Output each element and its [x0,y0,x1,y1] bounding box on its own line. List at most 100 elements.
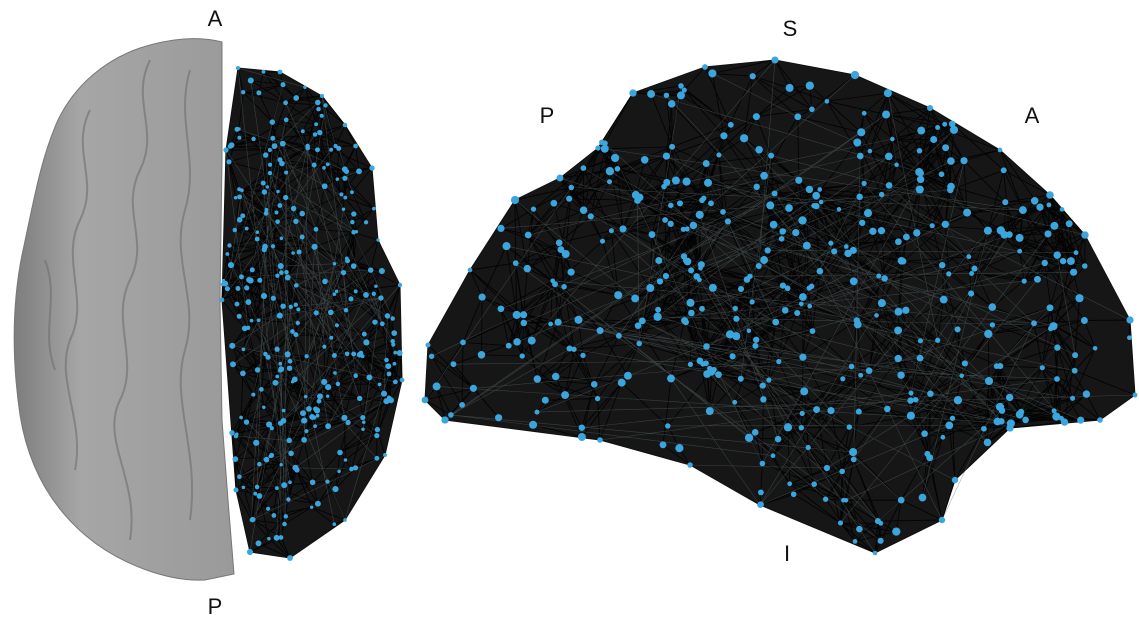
node [720,132,727,139]
node [1127,335,1132,340]
node [595,145,600,150]
node [688,362,693,367]
node [288,480,292,484]
node [618,379,626,387]
node [333,262,337,266]
node [280,303,285,308]
node [356,168,362,174]
network-left [220,66,405,561]
node [284,514,288,518]
node [257,462,262,467]
node [750,73,756,79]
node [322,345,326,349]
node [760,256,768,264]
node [681,317,688,324]
node [700,361,705,366]
node [270,426,274,430]
node [955,326,961,332]
node [291,380,294,383]
node [662,217,668,223]
node [451,361,457,367]
node [495,414,502,421]
node [360,415,365,420]
node [1044,230,1051,237]
node [304,395,308,399]
node [939,262,945,268]
node [268,148,272,152]
node [336,177,340,181]
node [1070,396,1075,401]
node [255,367,260,372]
node [233,487,238,492]
node [328,310,334,316]
node [799,293,807,301]
node [892,527,900,535]
node [696,211,704,219]
node [921,430,928,437]
node [237,194,242,199]
node [326,395,329,398]
node [551,200,558,207]
node [353,465,358,470]
node [772,191,778,197]
node [775,436,781,442]
node [460,340,466,346]
node [800,411,805,416]
node [306,146,310,150]
node [267,537,271,541]
node [293,332,298,337]
node [314,122,318,126]
orientation-label: S [783,16,798,41]
node [753,337,759,343]
node [1072,352,1078,358]
node [798,216,806,224]
node [393,351,397,355]
node [959,374,964,379]
node [247,549,253,555]
node [864,209,872,217]
node [768,153,774,159]
node [313,424,317,428]
node [813,406,820,413]
node [374,433,379,438]
node [325,384,331,390]
node [898,497,905,504]
node [513,338,521,346]
node [283,100,288,105]
node [716,152,721,157]
node [580,206,588,214]
node [321,379,327,385]
node [984,227,992,235]
node [478,351,486,359]
node [876,273,881,278]
node [825,99,830,104]
node [506,343,512,349]
node [528,337,536,345]
node [858,373,863,378]
node [390,339,394,343]
node [332,486,338,492]
node [378,295,383,300]
node [985,377,993,385]
node [878,227,885,234]
node [907,412,915,420]
node [779,236,785,242]
node [329,148,333,152]
node [1034,276,1041,283]
node [1074,250,1079,255]
node [366,374,372,380]
cortex-hemisphere [14,39,234,581]
node [1047,304,1054,311]
node [942,221,949,228]
node [861,181,866,186]
node [353,144,358,149]
node [963,209,971,217]
node [578,433,586,441]
node [296,321,300,325]
node [521,320,527,326]
node [1031,197,1039,205]
node [265,355,270,360]
node [690,222,697,229]
node [278,263,284,269]
node [383,453,387,457]
